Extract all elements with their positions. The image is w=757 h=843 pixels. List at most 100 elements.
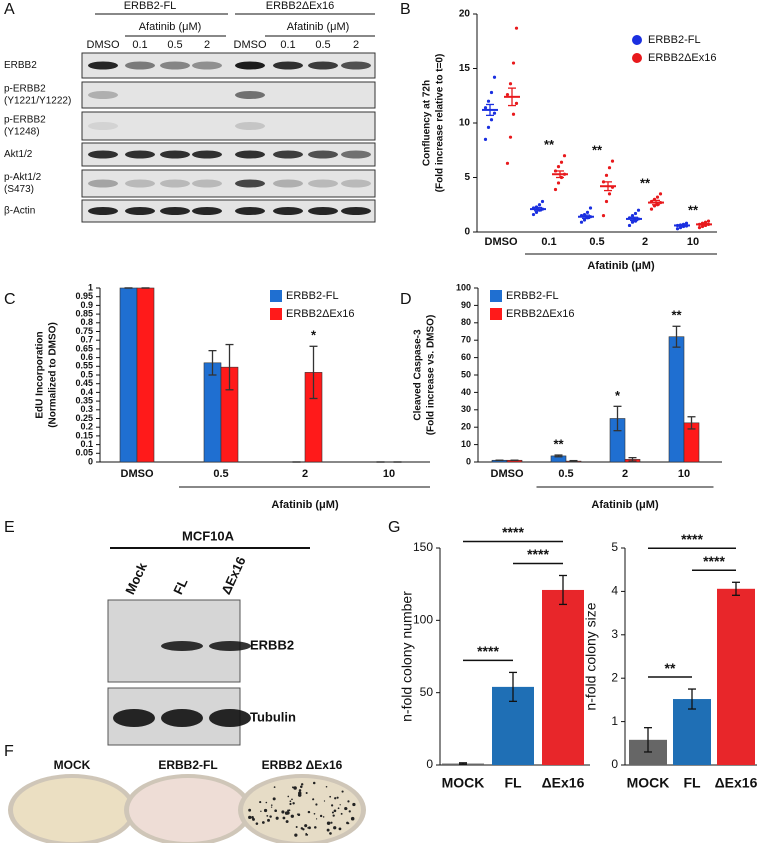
colony [325, 785, 328, 788]
colony [326, 821, 331, 826]
band [235, 61, 265, 70]
row-label: (S473) [4, 184, 34, 195]
row-label: p-Akt1/2 [4, 172, 42, 183]
data-point [511, 61, 516, 65]
group-header: ERBB2ΔEx16 [266, 0, 335, 12]
x-tick-label: 0.5 [589, 236, 604, 248]
significance: ** [553, 436, 564, 451]
x-tick-label: DMSO [121, 468, 154, 480]
data-point [486, 99, 491, 103]
band [160, 207, 190, 215]
colony [306, 833, 309, 836]
colony [265, 801, 268, 804]
y-tick-label: 0.35 [75, 395, 93, 405]
colony [319, 814, 323, 818]
colony [290, 814, 294, 818]
data-point [537, 203, 542, 207]
y-tick-label: 0.6 [80, 352, 93, 362]
y-tick-label: 3 [611, 627, 618, 641]
data-point [489, 90, 494, 95]
data-point [604, 199, 609, 204]
panel-letter: B [400, 1, 411, 18]
y-tick-label: 150 [413, 540, 433, 554]
band [273, 179, 303, 188]
y-tick-label: 1 [88, 282, 93, 292]
y-tick-label: 0.7 [80, 335, 93, 345]
x-tick-label: 0.1 [541, 236, 556, 248]
y-tick-label: 0.4 [80, 387, 93, 397]
band [192, 61, 222, 70]
band [192, 150, 222, 159]
plate-label: ERBB2 ΔEx16 [262, 758, 343, 772]
colony [272, 797, 276, 801]
band [161, 709, 203, 727]
colony [261, 821, 265, 824]
legend-label: ERBB2ΔEx16 [648, 52, 717, 64]
data-point [492, 111, 497, 115]
data-point [630, 214, 635, 218]
band [273, 61, 303, 70]
band [209, 709, 251, 727]
colony [295, 826, 298, 828]
data-point [675, 227, 680, 231]
blot-strip [107, 599, 241, 683]
band [308, 207, 338, 215]
data-point [649, 207, 654, 211]
y-tick-label: 40 [461, 387, 471, 397]
y-tick-label: 0.25 [75, 413, 93, 423]
group-header: ERBB2-FL [124, 0, 177, 12]
blot-strip [81, 81, 376, 109]
colony [298, 791, 302, 795]
colony [330, 821, 333, 824]
y-tick-label: 90 [461, 300, 471, 310]
x-tick-label: 10 [383, 468, 395, 480]
colony [308, 826, 311, 830]
y-tick-label: 70 [461, 335, 471, 345]
bar [717, 588, 755, 765]
drug-label: Afatinib (μM) [287, 21, 350, 33]
colony [248, 815, 252, 820]
y-tick-label: 15 [459, 63, 471, 74]
data-point [585, 210, 590, 214]
data-point [559, 160, 564, 164]
significance: ** [688, 203, 699, 218]
colony [270, 804, 273, 806]
legend-label: ERBB2-FL [648, 34, 701, 46]
colony [300, 785, 303, 789]
data-point [582, 218, 587, 222]
row-label: ERBB2 [4, 60, 37, 71]
band [88, 150, 118, 159]
y-tick-label: 0.75 [75, 326, 93, 336]
colony [263, 808, 268, 813]
band [88, 91, 118, 99]
row-label: (Y1221/Y1222) [4, 96, 71, 107]
row-label: β-Actin [4, 206, 35, 217]
lane-label: ΔEx16 [218, 554, 248, 596]
lane-label: 0.1 [280, 39, 295, 51]
y-axis-label: (Fold increase vs. DMSO) [426, 315, 437, 436]
significance: **** [703, 553, 725, 569]
colony [312, 781, 316, 785]
legend-label: ERBB2ΔEx16 [286, 308, 355, 320]
y-tick-label: 0.65 [75, 343, 93, 353]
panel-letter: G [388, 519, 400, 536]
colony [269, 815, 272, 818]
data-point [579, 220, 584, 224]
blot-strip [81, 199, 376, 223]
colony [252, 817, 255, 821]
band [192, 207, 222, 215]
colony [337, 807, 340, 810]
band [113, 709, 155, 727]
colony [332, 814, 335, 817]
colony [260, 810, 262, 813]
y-axis-label: Confluency at 72h [422, 80, 433, 166]
colony [274, 809, 278, 813]
row-label: Tubulin [250, 709, 296, 724]
colony [340, 812, 343, 815]
row-label: Akt1/2 [4, 149, 33, 160]
x-tick-label: ΔEx16 [715, 775, 757, 791]
colony [330, 804, 334, 807]
y-axis-label: (Fold increase relative to t=0) [435, 54, 446, 193]
x-axis-label: Afatinib (μM) [271, 499, 339, 511]
colony [312, 798, 315, 801]
